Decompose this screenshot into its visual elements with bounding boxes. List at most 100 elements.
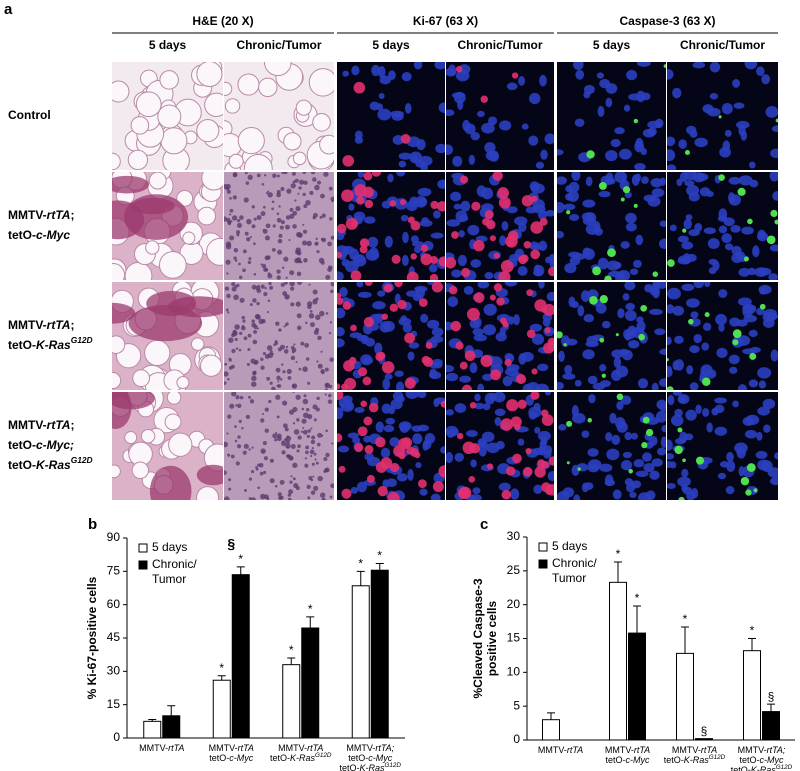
nucleus <box>260 365 265 370</box>
nucleus <box>268 282 272 286</box>
error-bar <box>748 638 756 651</box>
nucleus <box>277 492 282 497</box>
row-label: tetO-K-RasG12D <box>8 335 93 352</box>
nucleus <box>635 470 649 477</box>
nucleus <box>484 271 494 280</box>
ki67-nucleus <box>545 487 553 495</box>
nucleus <box>321 371 325 375</box>
nucleus <box>292 477 296 481</box>
ki67-nucleus <box>549 344 554 352</box>
nucleus <box>736 319 748 327</box>
caspase-spot <box>616 393 624 401</box>
nucleus <box>263 470 267 475</box>
nucleus <box>316 250 320 254</box>
nucleus <box>260 493 266 500</box>
ki67-nucleus <box>341 189 354 202</box>
fat-cell <box>312 113 331 132</box>
nucleus <box>283 325 286 328</box>
nucleus <box>707 238 720 249</box>
caspase-spot <box>702 377 711 387</box>
nucleus <box>241 315 245 320</box>
nucleus <box>656 447 666 456</box>
nucleus <box>755 450 768 459</box>
nucleus <box>384 373 393 380</box>
caspase-spot <box>652 271 659 277</box>
nucleus <box>282 400 288 406</box>
nucleus <box>669 224 677 232</box>
nucleus <box>652 282 661 288</box>
ki67-nucleus <box>404 332 415 344</box>
micrograph-texture <box>557 172 666 280</box>
caspase-spot <box>732 329 742 339</box>
nucleus <box>738 267 751 277</box>
nucleus <box>736 335 751 346</box>
y-tick-label: 15 <box>507 631 521 645</box>
nucleus <box>262 441 267 446</box>
nucleus <box>251 205 255 209</box>
ki67-nucleus <box>520 254 529 263</box>
nucleus <box>281 266 285 270</box>
ki67-nucleus <box>537 459 546 468</box>
nucleus <box>266 345 273 351</box>
nucleus <box>280 378 283 381</box>
nucleus <box>392 392 404 402</box>
x-tick-label: tetO-K-RasG12D <box>270 752 332 763</box>
nucleus <box>300 430 304 433</box>
nucleus <box>534 426 541 434</box>
nucleus <box>715 313 727 326</box>
ki67-nucleus <box>364 199 374 209</box>
ki67-nucleus <box>501 489 512 500</box>
nucleus <box>234 324 240 330</box>
nucleus <box>269 285 274 290</box>
ki67-nucleus <box>420 253 433 266</box>
nucleus <box>692 62 706 69</box>
nucleus <box>259 471 264 476</box>
nucleus <box>659 238 666 250</box>
ki67-nucleus <box>360 400 368 408</box>
nucleus <box>721 102 733 115</box>
nucleus <box>240 325 246 331</box>
nucleus <box>672 392 683 396</box>
nucleus <box>543 445 553 455</box>
y-axis-label: % Ki-67-positive cells <box>85 576 99 699</box>
nucleus <box>264 255 270 261</box>
nucleus <box>478 440 488 448</box>
nucleus <box>228 357 231 360</box>
nucleus <box>446 109 455 117</box>
nucleus <box>758 380 767 389</box>
nucleus <box>630 432 639 440</box>
nucleus <box>309 449 315 455</box>
error-bar <box>148 719 157 722</box>
nucleus <box>329 321 333 324</box>
nucleus <box>744 429 758 439</box>
nucleus <box>310 490 316 495</box>
nucleus <box>308 283 311 286</box>
nucleus <box>329 357 334 362</box>
ki67-nucleus <box>377 485 388 497</box>
nucleus <box>275 394 281 400</box>
nucleus <box>629 268 639 275</box>
nucleus <box>540 436 548 446</box>
ki67-nucleus <box>354 184 367 197</box>
nucleus <box>277 249 283 255</box>
nucleus <box>672 87 682 99</box>
ki67-nucleus <box>394 282 403 288</box>
nucleus <box>611 369 622 382</box>
nucleus <box>629 491 637 498</box>
ki67-nucleus <box>338 465 346 473</box>
nucleus <box>684 433 694 441</box>
nucleus <box>438 102 445 113</box>
nucleus <box>719 146 731 158</box>
fat-cell <box>160 127 188 155</box>
nucleus <box>447 296 459 307</box>
nucleus <box>671 414 684 427</box>
x-tick-label-part: tetO- <box>605 755 625 765</box>
ki67-nucleus <box>390 462 400 473</box>
tissue <box>112 200 145 240</box>
nucleus <box>402 323 412 333</box>
nucleus <box>728 176 741 185</box>
caspase-spot <box>678 496 685 500</box>
row-label-part: tetO- <box>8 228 36 242</box>
nucleus <box>385 417 396 425</box>
ki67-nucleus <box>363 316 375 328</box>
